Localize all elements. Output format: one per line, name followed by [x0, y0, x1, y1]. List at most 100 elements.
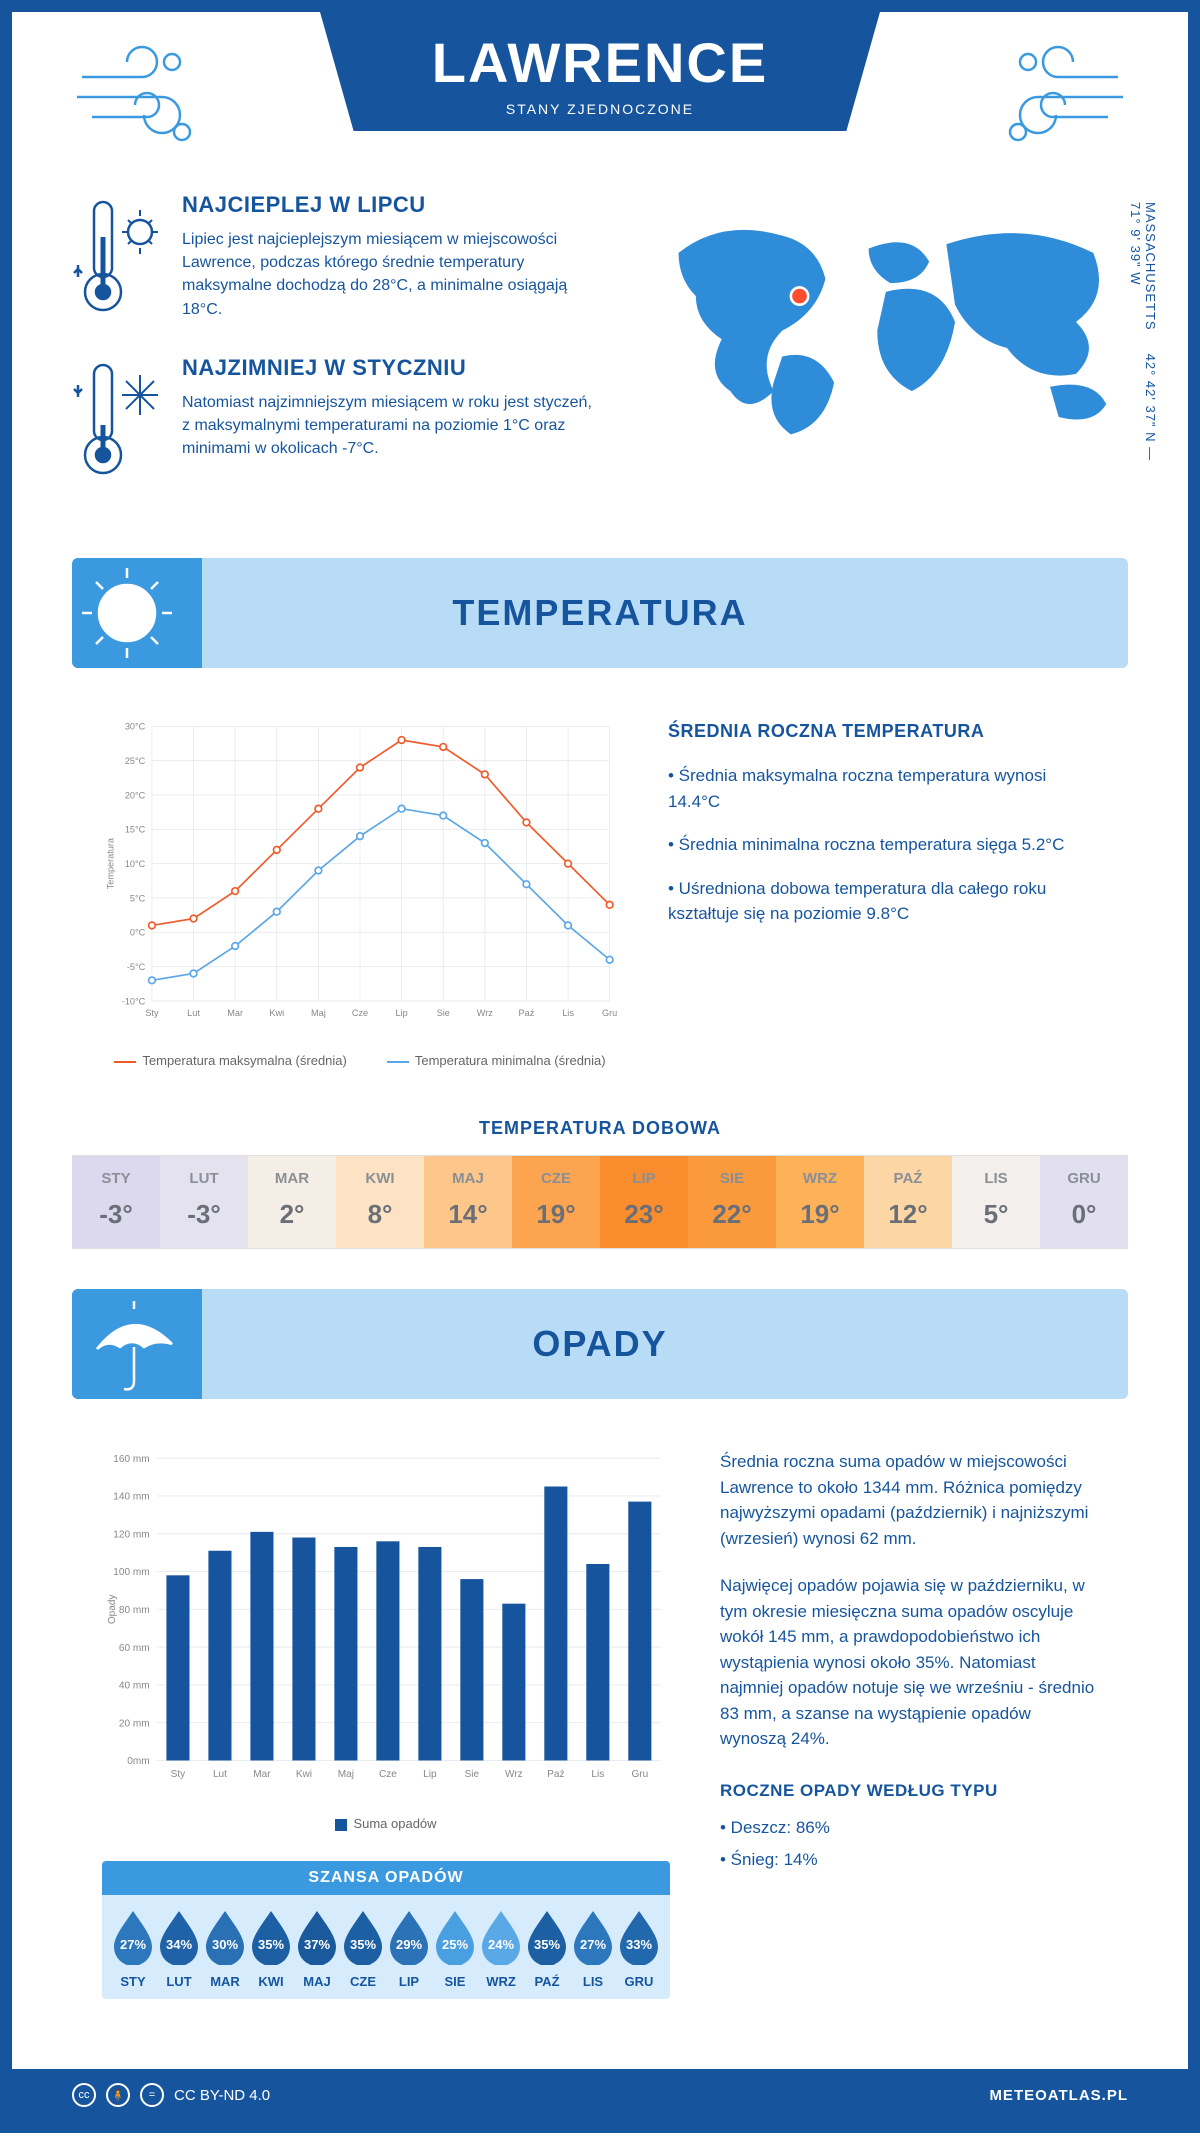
temperature-section-title: TEMPERATURA: [452, 592, 747, 634]
precip-section-header: OPADY: [72, 1289, 1128, 1399]
svg-text:24%: 24%: [488, 1937, 514, 1952]
daily-temp-cell: CZE19°: [512, 1156, 600, 1248]
daily-temp-cell: SIE22°: [688, 1156, 776, 1248]
site-label: METEOATLAS.PL: [989, 2087, 1128, 2104]
svg-text:Maj: Maj: [338, 1769, 354, 1780]
svg-text:25°C: 25°C: [125, 756, 146, 766]
svg-text:Temperatura: Temperatura: [106, 837, 116, 889]
svg-text:29%: 29%: [396, 1937, 422, 1952]
rain-chance-drop: 27%LIS: [570, 1909, 616, 1989]
daily-temp-cell: PAŹ12°: [864, 1156, 952, 1248]
rain-chance-panel: SZANSA OPADÓW 27%STY34%LUT30%MAR35%KWI37…: [102, 1861, 670, 1999]
coldest-title: NAJZIMNIEJ W STYCZNIU: [182, 355, 604, 381]
svg-text:33%: 33%: [626, 1937, 652, 1952]
svg-text:34%: 34%: [166, 1937, 192, 1952]
rain-chance-drop: 25%SIE: [432, 1909, 478, 1989]
rain-chance-drop: 37%MAJ: [294, 1909, 340, 1989]
svg-text:Lip: Lip: [396, 1008, 408, 1018]
precip-text-1: Średnia roczna suma opadów w miejscowośc…: [720, 1449, 1098, 1551]
svg-text:Wrz: Wrz: [505, 1769, 523, 1780]
daily-temp-cell: MAJ14°: [424, 1156, 512, 1248]
svg-text:Sty: Sty: [171, 1769, 187, 1780]
world-map: [644, 192, 1128, 452]
svg-text:120 mm: 120 mm: [113, 1530, 149, 1541]
wind-icon-right: [988, 42, 1128, 152]
svg-text:Cze: Cze: [352, 1008, 368, 1018]
wind-icon-left: [72, 42, 212, 152]
svg-text:-5°C: -5°C: [127, 962, 146, 972]
thermometer-hot-icon: [72, 192, 162, 327]
svg-text:Gru: Gru: [602, 1008, 617, 1018]
svg-text:30%: 30%: [212, 1937, 238, 1952]
svg-text:Sie: Sie: [437, 1008, 450, 1018]
daily-temp-cell: STY-3°: [72, 1156, 160, 1248]
precip-bar-chart: 0mm20 mm40 mm60 mm80 mm100 mm120 mm140 m…: [102, 1449, 670, 1797]
rain-chance-drop: 35%PAŹ: [524, 1909, 570, 1989]
svg-text:Opady: Opady: [107, 1594, 118, 1625]
svg-text:10°C: 10°C: [125, 859, 146, 869]
sun-icon: [72, 558, 202, 668]
cc-icon: cc: [72, 2083, 96, 2107]
title-ribbon: LAWRENCE STANY ZJEDNOCZONE: [320, 12, 880, 131]
precip-legend: Suma opadów: [102, 1816, 670, 1831]
coldest-text: Natomiast najzimniejszym miesiącem w rok…: [182, 391, 604, 461]
svg-text:0mm: 0mm: [127, 1756, 149, 1767]
svg-text:Mar: Mar: [253, 1769, 271, 1780]
precip-section-title: OPADY: [532, 1323, 667, 1365]
warmest-title: NAJCIEPLEJ W LIPCU: [182, 192, 604, 218]
nd-icon: =: [140, 2083, 164, 2107]
svg-text:Lut: Lut: [213, 1769, 227, 1780]
svg-text:0°C: 0°C: [130, 928, 146, 938]
svg-text:Mar: Mar: [227, 1008, 243, 1018]
svg-text:Lut: Lut: [187, 1008, 200, 1018]
daily-temp-cell: WRZ19°: [776, 1156, 864, 1248]
temperature-legend: Temperatura maksymalna (średnia) Tempera…: [102, 1053, 618, 1068]
city-title: LAWRENCE: [320, 30, 880, 95]
svg-text:20°C: 20°C: [125, 790, 146, 800]
svg-text:Lip: Lip: [423, 1769, 437, 1780]
daily-temp-title: TEMPERATURA DOBOWA: [72, 1118, 1128, 1139]
svg-text:60 mm: 60 mm: [119, 1643, 150, 1654]
svg-text:Paź: Paź: [547, 1769, 564, 1780]
license-label: CC BY-ND 4.0: [174, 2087, 270, 2104]
svg-text:Kwi: Kwi: [269, 1008, 284, 1018]
umbrella-icon: [72, 1289, 202, 1399]
avg-temp-bullet: • Średnia maksymalna roczna temperatura …: [668, 763, 1098, 814]
rain-chance-drop: 27%STY: [110, 1909, 156, 1989]
svg-text:160 mm: 160 mm: [113, 1454, 149, 1465]
precip-text-2: Najwięcej opadów pojawia się w październ…: [720, 1573, 1098, 1752]
svg-text:-10°C: -10°C: [122, 996, 146, 1006]
rain-chance-drop: 29%LIP: [386, 1909, 432, 1989]
svg-text:100 mm: 100 mm: [113, 1567, 149, 1578]
svg-text:15°C: 15°C: [125, 825, 146, 835]
daily-temp-cell: LIP23°: [600, 1156, 688, 1248]
temperature-line-chart: -10°C-5°C0°C5°C10°C15°C20°C25°C30°CStyLu…: [102, 718, 618, 1034]
svg-text:20 mm: 20 mm: [119, 1719, 150, 1730]
rain-chance-drop: 30%MAR: [202, 1909, 248, 1989]
avg-temp-bullet: • Średnia minimalna roczna temperatura s…: [668, 832, 1098, 858]
rain-chance-drop: 24%WRZ: [478, 1909, 524, 1989]
rain-chance-drop: 35%KWI: [248, 1909, 294, 1989]
daily-temp-table: STY-3°LUT-3°MAR2°KWI8°MAJ14°CZE19°LIP23°…: [72, 1155, 1128, 1249]
svg-text:27%: 27%: [120, 1937, 146, 1952]
svg-text:Wrz: Wrz: [477, 1008, 494, 1018]
daily-temp-cell: GRU0°: [1040, 1156, 1128, 1248]
svg-text:35%: 35%: [258, 1937, 284, 1952]
temperature-section-header: TEMPERATURA: [72, 558, 1128, 668]
footer: cc 🧍 = CC BY-ND 4.0 METEOATLAS.PL: [12, 2069, 1188, 2121]
header-banner: LAWRENCE STANY ZJEDNOCZONE: [72, 12, 1128, 192]
svg-text:Cze: Cze: [379, 1769, 397, 1780]
svg-text:5°C: 5°C: [130, 893, 146, 903]
svg-text:Lis: Lis: [591, 1769, 604, 1780]
precip-type-item: • Deszcz: 86%: [720, 1815, 1098, 1841]
rain-chance-drop: 33%GRU: [616, 1909, 662, 1989]
svg-text:35%: 35%: [534, 1937, 560, 1952]
coldest-summary: NAJZIMNIEJ W STYCZNIU Natomiast najzimni…: [72, 355, 604, 490]
svg-text:Maj: Maj: [311, 1008, 326, 1018]
svg-text:Sie: Sie: [465, 1769, 480, 1780]
avg-temp-title: ŚREDNIA ROCZNA TEMPERATURA: [668, 718, 1098, 745]
warmest-summary: NAJCIEPLEJ W LIPCU Lipiec jest najcieple…: [72, 192, 604, 327]
svg-text:140 mm: 140 mm: [113, 1492, 149, 1503]
svg-text:37%: 37%: [304, 1937, 330, 1952]
svg-text:Lis: Lis: [562, 1008, 574, 1018]
